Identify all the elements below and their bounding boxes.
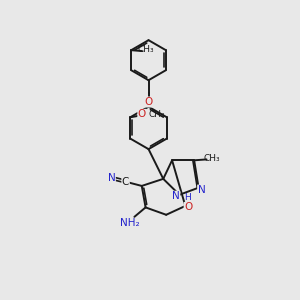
- Text: N: N: [108, 173, 115, 183]
- Text: NH₂: NH₂: [120, 218, 140, 228]
- Text: O: O: [184, 202, 192, 212]
- Text: O: O: [138, 110, 146, 119]
- Text: O: O: [144, 97, 153, 107]
- Text: CH₃: CH₃: [138, 45, 154, 54]
- Text: H: H: [184, 193, 190, 202]
- Text: CH₃: CH₃: [203, 154, 220, 163]
- Text: C: C: [122, 176, 129, 187]
- Text: N: N: [198, 185, 206, 195]
- Text: CH₃: CH₃: [148, 110, 165, 119]
- Text: N: N: [172, 191, 180, 201]
